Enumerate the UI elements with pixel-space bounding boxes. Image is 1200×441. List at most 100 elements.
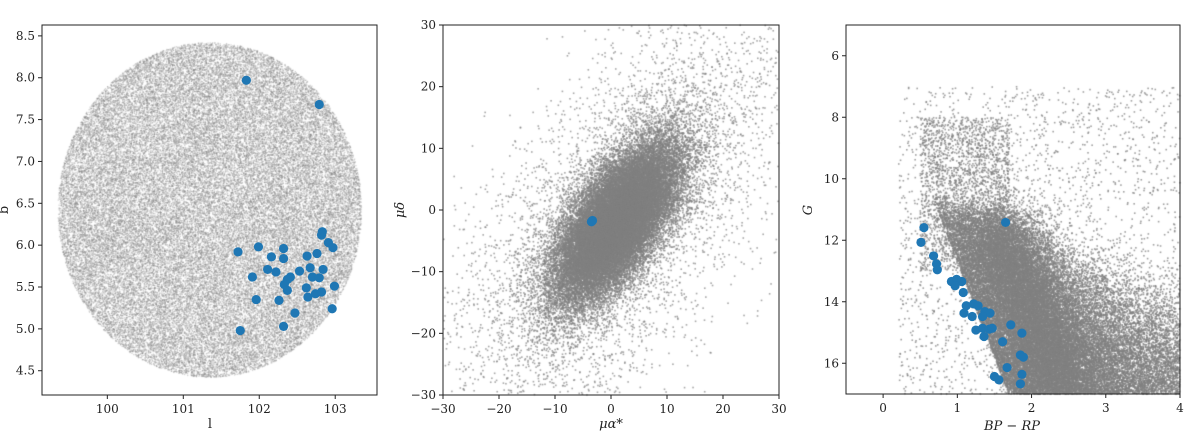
y-tick-label: 7.5: [16, 113, 35, 127]
plot-frame: [442, 24, 780, 396]
member-star-point: [932, 265, 942, 275]
member-star-point: [916, 237, 926, 248]
member-star-point: [329, 281, 340, 291]
member-star-point: [998, 337, 1008, 347]
y-tick-label: 12: [824, 233, 839, 247]
y-tick-label: 5.0: [16, 322, 35, 336]
y-tick-label: 8.5: [16, 29, 35, 43]
member-star-point: [307, 272, 318, 282]
member-star-point: [957, 276, 967, 287]
x-tick-label: 30: [771, 402, 786, 416]
member-star-point: [266, 252, 277, 262]
member-star-point: [263, 264, 273, 275]
member-star-point: [316, 230, 327, 240]
y-tick-label: −30: [411, 388, 436, 402]
y-tick-label: 6: [831, 49, 839, 63]
panel-proper-motion: μα* μδ −30 −20 −10 0 10 20 30 −30 −20 −10 0 10 20 30: [393, 18, 787, 432]
x-tick-label: 4: [1176, 401, 1184, 415]
x-tick-label: −10: [542, 402, 567, 416]
y-tick-label: 14: [824, 295, 840, 309]
member-star-point: [303, 292, 313, 302]
member-star-point: [235, 325, 245, 336]
member-star-point: [302, 251, 312, 261]
x-tick-label: −30: [430, 402, 455, 416]
y-tick-label: −20: [411, 326, 436, 340]
member-star-point: [919, 223, 929, 233]
member-star-point: [1018, 352, 1028, 362]
member-star-point: [967, 311, 977, 322]
x-tick-label: 2: [1028, 401, 1036, 415]
member-star-point: [327, 304, 337, 314]
member-star-point: [241, 75, 251, 85]
member-star-point: [987, 323, 997, 333]
member-star-point: [973, 301, 983, 311]
y-tick-label: 5.5: [16, 280, 35, 294]
member-star-point: [1006, 320, 1016, 330]
member-star-point: [278, 253, 289, 264]
y-tick-label: 7.0: [16, 154, 35, 168]
plot-frame: [41, 24, 378, 396]
member-star-point: [305, 263, 315, 273]
member-star-point: [312, 248, 322, 259]
member-star-point: [233, 247, 243, 257]
y-axis-label: b: [0, 206, 12, 214]
member-star-point: [314, 273, 324, 283]
y-tick-label: 10: [824, 172, 839, 186]
member-star-point: [985, 308, 995, 318]
member-star-point: [251, 294, 261, 305]
plot-frame: [845, 24, 1181, 395]
member-star-point: [961, 301, 971, 311]
y-tick-label: 4.5: [16, 364, 35, 378]
member-star-point: [586, 217, 597, 227]
x-tick-label: −20: [486, 402, 511, 416]
member-star-point: [290, 308, 300, 318]
x-axis-label: BP − RP: [983, 419, 1040, 434]
member-star-point: [316, 287, 327, 297]
x-tick-label: 10: [659, 402, 674, 416]
member-star-point: [282, 285, 292, 295]
member-star-point: [301, 283, 311, 293]
x-tick-label: 102: [248, 402, 271, 416]
member-star-point: [247, 272, 258, 282]
y-tick-label: 6.0: [16, 238, 35, 252]
y-tick-label: 0: [428, 203, 436, 217]
member-star-point: [994, 375, 1004, 385]
member-star-point: [1000, 217, 1011, 228]
y-tick-label: 16: [824, 356, 839, 370]
member-star-point: [318, 264, 328, 275]
x-tick-label: 100: [96, 402, 119, 416]
x-tick-label: 101: [172, 402, 195, 416]
member-star-point: [253, 242, 264, 252]
y-axis-label: μδ: [393, 202, 408, 218]
member-star-point: [271, 267, 281, 277]
member-star-point: [1017, 369, 1027, 379]
x-tick-label: 0: [879, 401, 887, 415]
y-tick-label: 8: [831, 110, 839, 124]
member-star-point: [1017, 328, 1027, 338]
x-tick-label: 20: [715, 402, 730, 416]
y-tick-label: 30: [421, 18, 436, 32]
x-tick-label: 1: [954, 401, 962, 415]
member-star-point: [959, 308, 969, 318]
panel-galactic-coordinates: l b 100 101 102 103 4.5 5.0 5.5 6.0 6.5 7.0 7.5 8.0…: [0, 24, 378, 432]
member-star-point: [979, 331, 989, 342]
member-star-point: [328, 243, 338, 253]
member-star-point: [278, 243, 289, 254]
x-tick-label: 3: [1102, 401, 1110, 415]
member-star-point: [278, 321, 289, 331]
member-star-point: [274, 295, 284, 306]
member-star-point: [1015, 379, 1026, 389]
y-tick-label: 6.5: [16, 196, 35, 210]
x-tick-label: 0: [607, 402, 615, 416]
x-tick-label: 103: [324, 402, 347, 416]
y-tick-label: 10: [421, 141, 436, 155]
member-star-point: [958, 287, 968, 298]
member-star-point: [928, 251, 939, 261]
y-tick-label: −10: [411, 265, 436, 279]
y-axis-label: G: [801, 205, 816, 215]
x-axis-label: μα*: [599, 417, 623, 432]
